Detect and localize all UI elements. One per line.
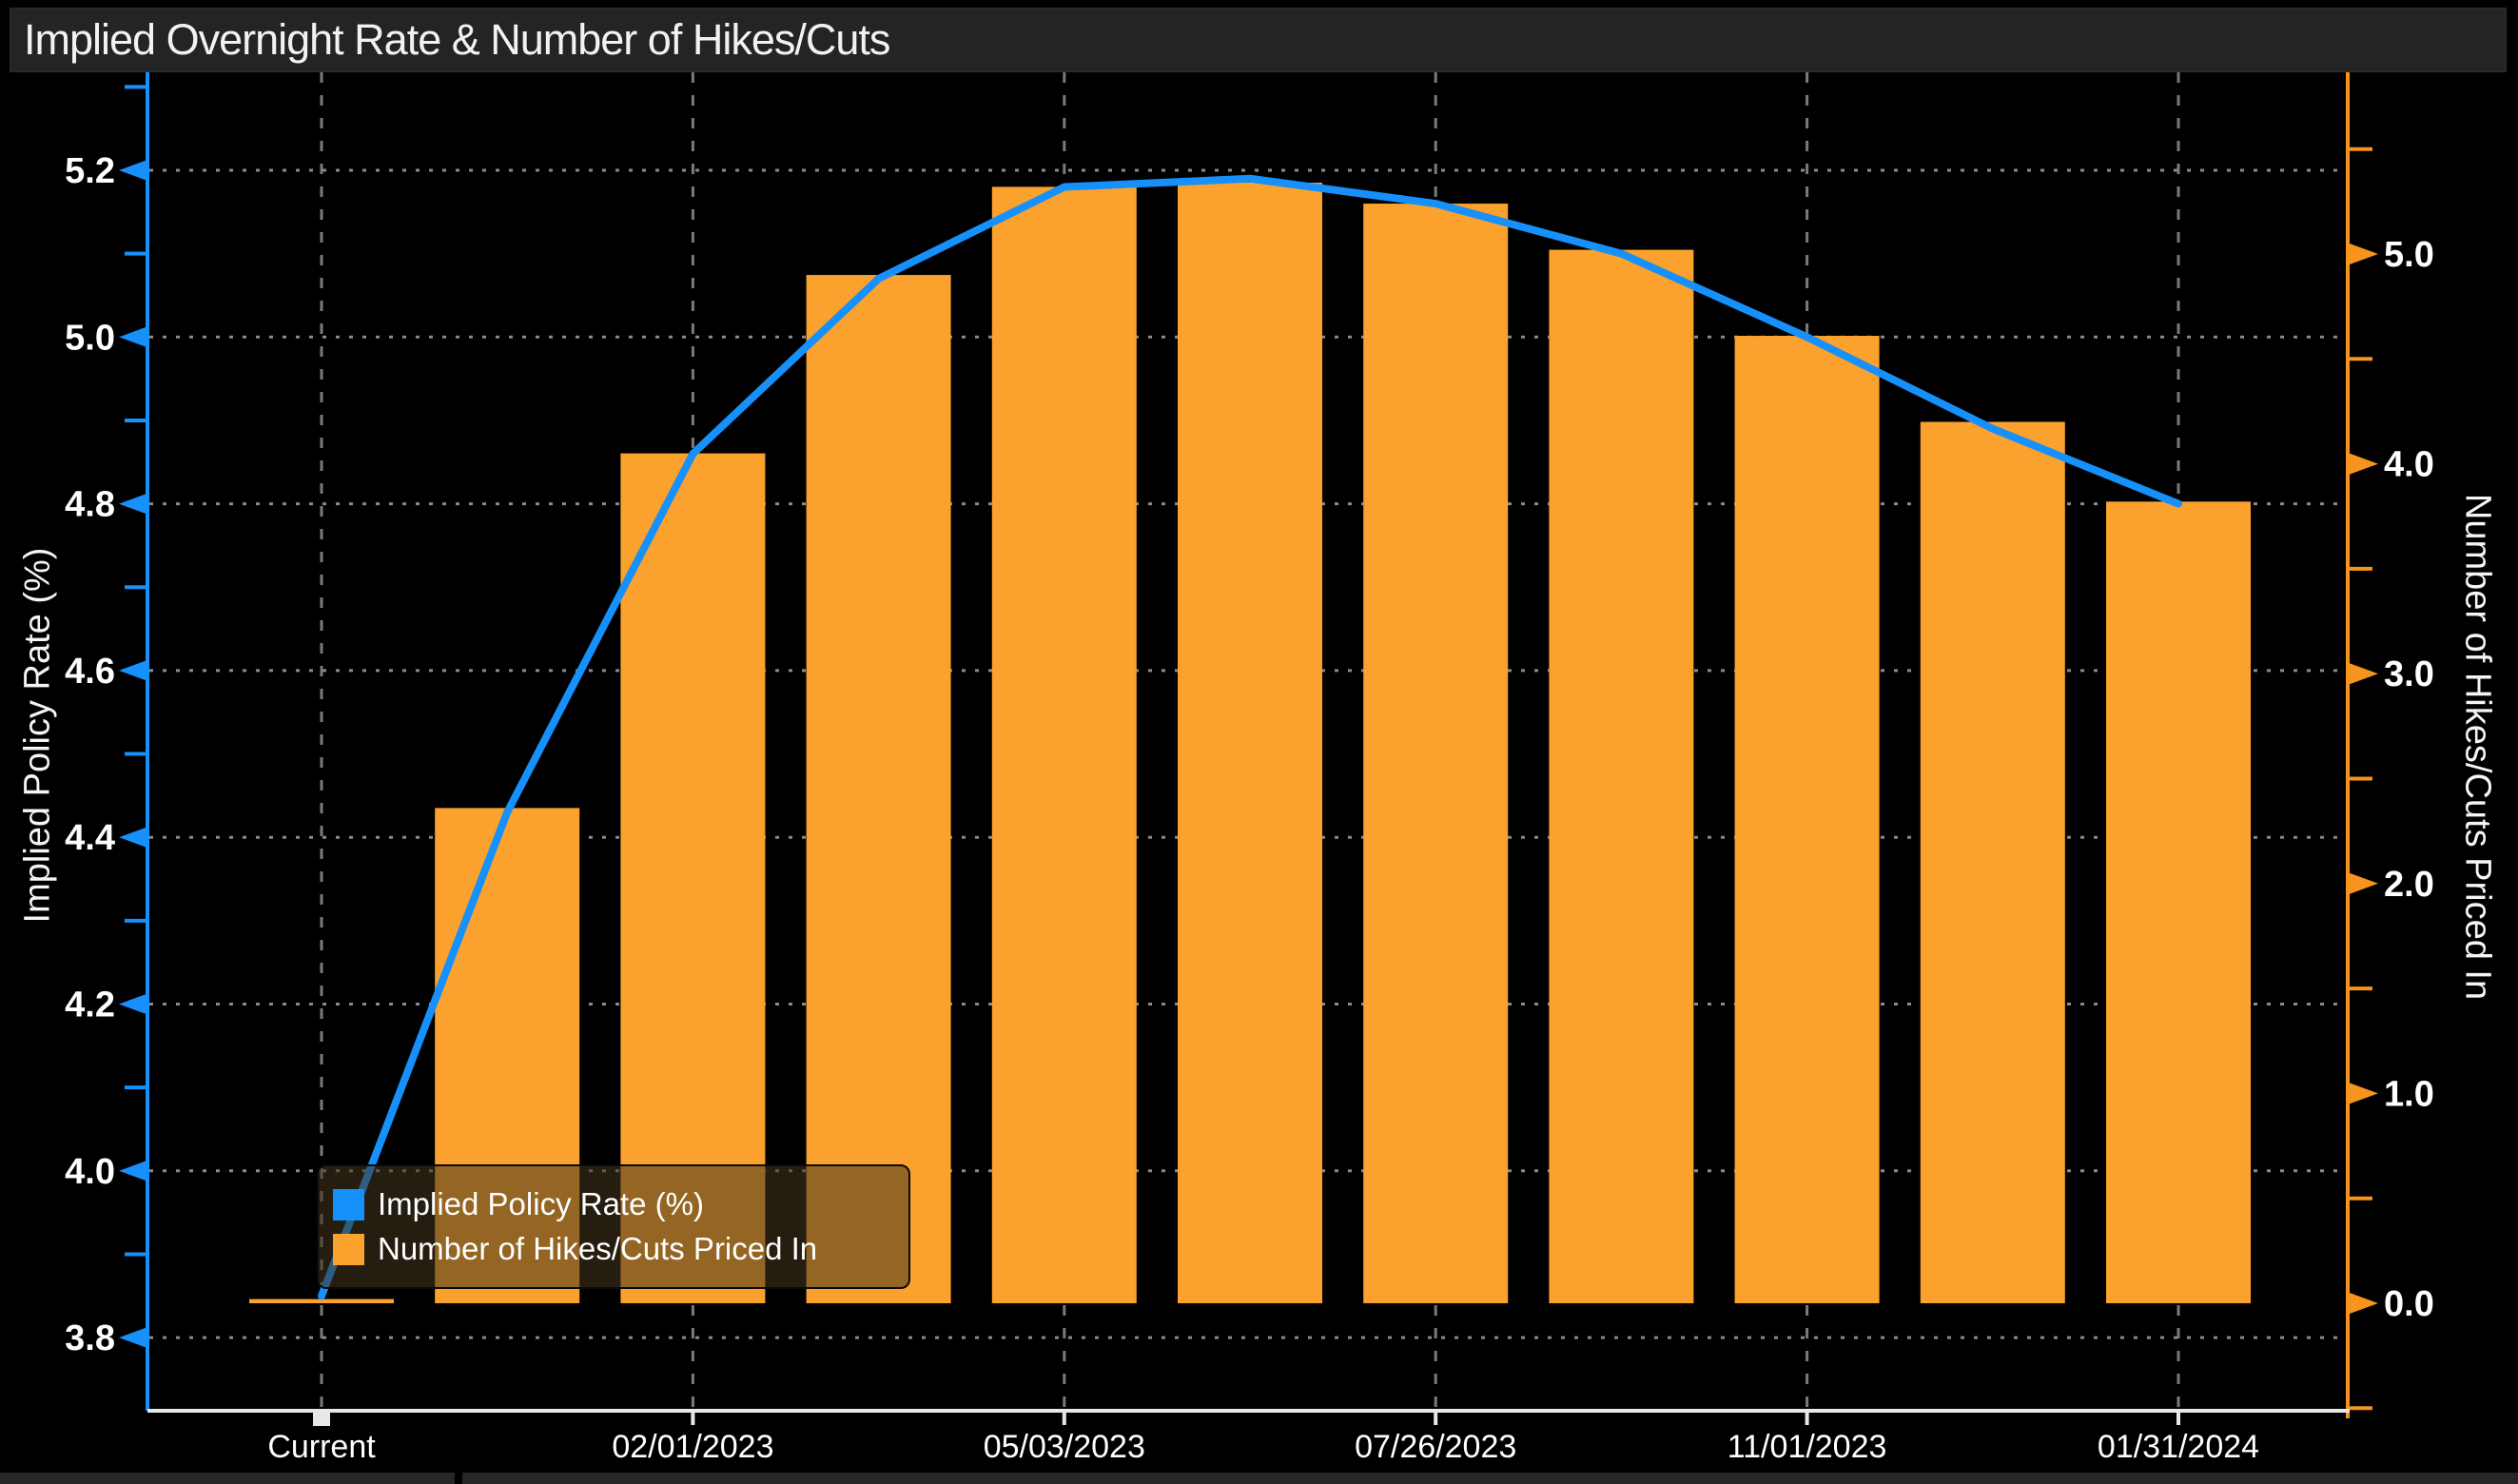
left-axis-tick-arrow-icon	[119, 1327, 147, 1349]
right-axis-tick-arrow-icon	[2350, 244, 2378, 264]
left-axis-tick-label: 4.8	[65, 485, 115, 525]
hikes-cuts-bar	[1363, 204, 1509, 1303]
x-axis-tick-label: 05/03/2023	[984, 1429, 1145, 1465]
hikes-cuts-bar	[806, 275, 951, 1303]
x-axis-tick-label: 01/31/2024	[2098, 1429, 2259, 1465]
bottom-panel-strip	[0, 1473, 2518, 1484]
right-axis-tick-arrow-icon	[2350, 1083, 2378, 1104]
right-axis-tick-label: 5.0	[2384, 235, 2434, 275]
left-axis-tick-arrow-icon	[119, 160, 147, 181]
x-axis-tick	[2176, 1411, 2180, 1425]
right-axis-tick-label: 4.0	[2384, 445, 2434, 485]
x-axis-tick-label: 02/01/2023	[612, 1429, 773, 1465]
chart-title: Implied Overnight Rate & Number of Hikes…	[24, 15, 890, 64]
x-axis-tick	[1062, 1411, 1066, 1425]
legend[interactable]: Implied Policy Rate (%) Number of Hikes/…	[317, 1164, 910, 1289]
implied-policy-rate-line	[318, 174, 2182, 1300]
legend-item-hikes-cuts: Number of Hikes/Cuts Priced In	[333, 1231, 908, 1267]
right-axis-tick-arrow-icon	[2350, 872, 2378, 894]
left-axis-tick-label: 3.8	[65, 1318, 115, 1358]
left-axis-tick-label: 5.2	[65, 151, 115, 191]
hikes-cuts-bar	[2106, 501, 2251, 1303]
x-axis-tick-label: 11/01/2023	[1727, 1429, 1887, 1465]
left-axis-title: Implied Policy Rate (%)	[17, 547, 58, 924]
right-axis-title: Number of Hikes/Cuts Priced In	[2457, 493, 2498, 1001]
legend-item-policy-rate: Implied Policy Rate (%)	[333, 1186, 908, 1222]
right-axis-tick-label: 3.0	[2384, 654, 2434, 694]
hikes-cuts-bar	[1178, 182, 1322, 1304]
left-axis-tick-arrow-icon	[119, 493, 147, 515]
hikes-cuts-bar	[1920, 421, 2065, 1304]
left-axis-tick-label: 5.0	[65, 318, 115, 358]
x-axis-tick-label: Current	[267, 1429, 376, 1465]
hikes-cuts-bar	[1734, 336, 1880, 1303]
left-axis-tick-arrow-icon	[119, 827, 147, 849]
left-axis-tick-label: 4.0	[65, 1152, 115, 1192]
current-tick-marker	[313, 1409, 330, 1426]
left-axis-line	[146, 72, 149, 1411]
left-axis-tick-arrow-icon	[119, 1160, 147, 1181]
right-axis-tick-label: 2.0	[2384, 865, 2434, 905]
hikes-cuts-bar	[991, 186, 1137, 1304]
left-axis-tick-arrow-icon	[119, 659, 147, 681]
x-axis-tick-label: 07/26/2023	[1355, 1429, 1516, 1465]
left-axis-tick-label: 4.4	[65, 818, 115, 858]
left-axis-tick-label: 4.6	[65, 652, 115, 692]
right-axis-tick-arrow-icon	[2350, 663, 2378, 685]
panel-divider	[455, 1473, 462, 1484]
chart-title-bar: Implied Overnight Rate & Number of Hikes…	[10, 8, 2507, 72]
policy-rate-swatch-icon	[333, 1188, 364, 1220]
right-axis-tick-label: 0.0	[2384, 1284, 2434, 1324]
hikes-cuts-bar	[620, 453, 766, 1303]
legend-label: Number of Hikes/Cuts Priced In	[378, 1231, 818, 1266]
right-axis-tick-arrow-icon	[2350, 453, 2378, 475]
x-axis-tick	[1805, 1411, 1809, 1425]
left-axis-tick-arrow-icon	[119, 326, 147, 348]
legend-label: Implied Policy Rate (%)	[378, 1186, 704, 1221]
hikes-cuts-swatch-icon	[333, 1233, 364, 1265]
hikes-cuts-bar	[249, 1298, 394, 1303]
x-axis-tick	[691, 1411, 695, 1425]
left-axis-tick-arrow-icon	[119, 993, 147, 1015]
right-axis-line	[2346, 72, 2350, 1418]
right-axis-tick-label: 1.0	[2384, 1074, 2434, 1114]
x-axis-tick	[1434, 1411, 1438, 1425]
x-axis-line	[147, 1409, 2350, 1413]
right-axis-tick-arrow-icon	[2350, 1293, 2378, 1314]
hikes-cuts-bar	[1549, 249, 1694, 1303]
left-axis-tick-label: 4.2	[65, 986, 115, 1025]
